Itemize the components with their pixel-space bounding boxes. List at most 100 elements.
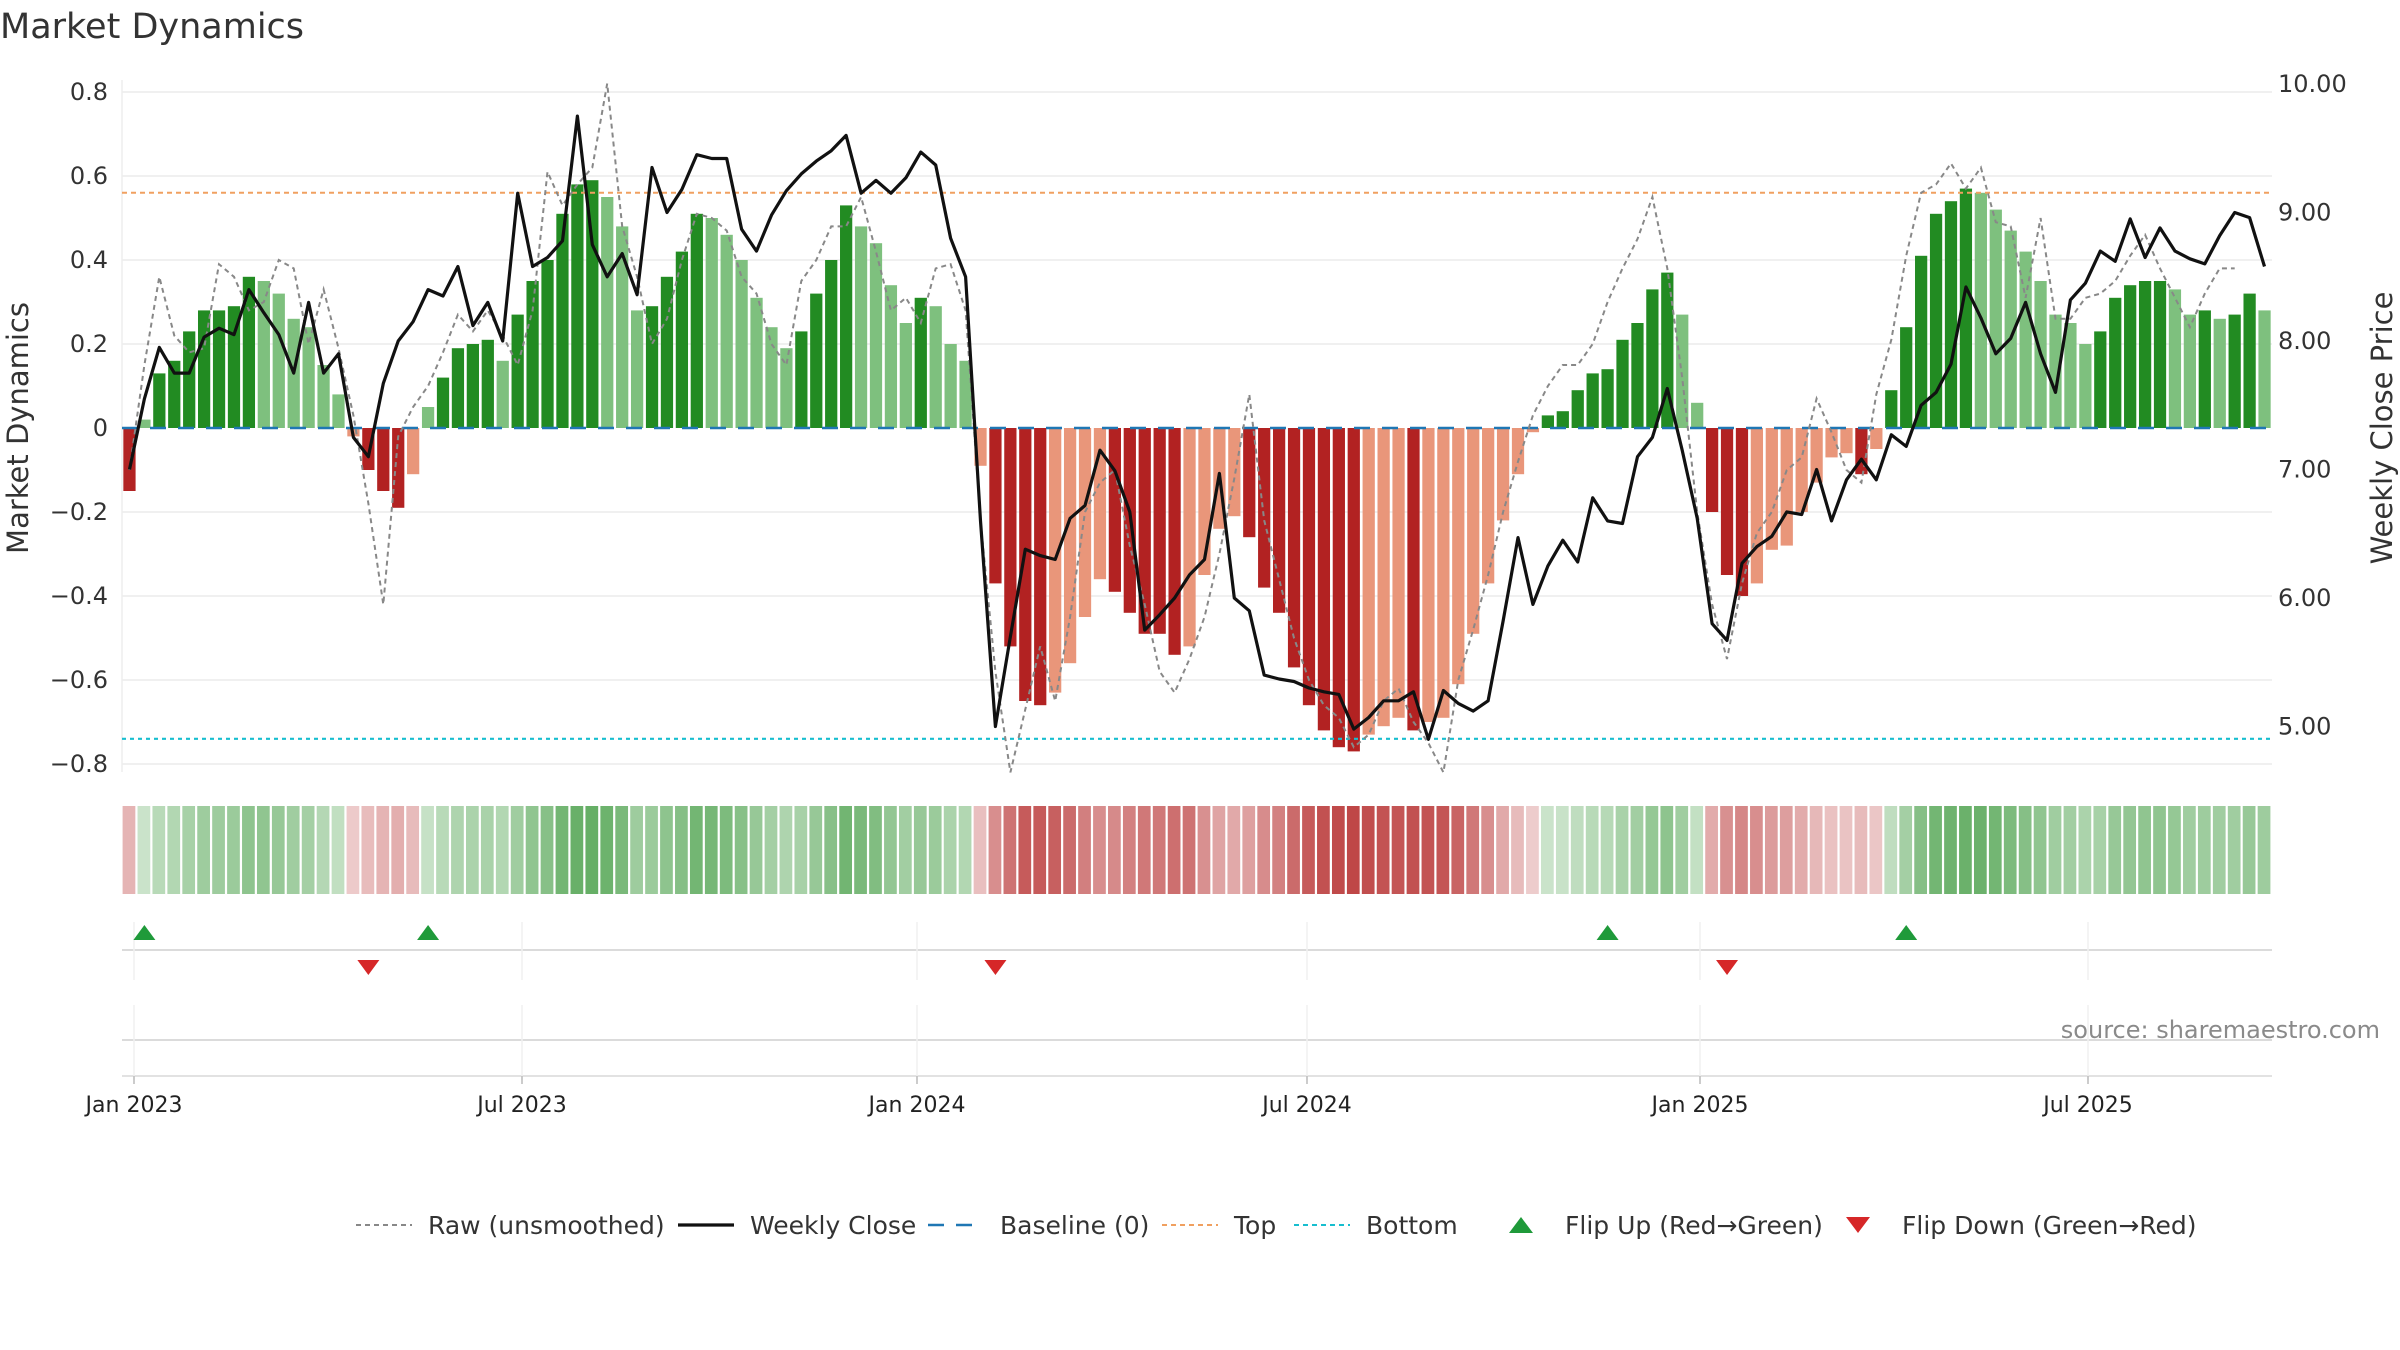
regime-cell <box>630 806 643 894</box>
regime-cell <box>1526 806 1539 894</box>
raw-series-line <box>128 83 2235 776</box>
dynamics-bar <box>1765 428 1778 550</box>
right-axis-ticks: 10.00 9.00 8.00 7.00 6.00 5.00 <box>2278 70 2347 741</box>
regime-cell <box>660 806 673 894</box>
dynamics-bar <box>2183 314 2197 428</box>
regime-cell <box>839 806 852 894</box>
legend-marker-flip-up <box>1509 1217 1533 1233</box>
weekly-close-line <box>127 114 2267 741</box>
flip-down-marker <box>984 960 1007 975</box>
bars-layer <box>123 180 2271 752</box>
legend-label: Weekly Close <box>750 1211 916 1240</box>
regime-cell <box>1048 806 1062 894</box>
dynamics-bar <box>705 218 718 428</box>
regime-cell <box>1869 806 1883 894</box>
dynamics-bar <box>1511 428 1525 475</box>
regime-cell <box>1108 806 1121 894</box>
regime-cell <box>555 806 569 894</box>
dynamics-bar <box>1258 428 1271 588</box>
regime-cell <box>1137 806 1151 894</box>
regime-cell <box>2048 806 2062 894</box>
dynamics-bar <box>2064 323 2077 428</box>
dynamics-bar <box>1168 428 1181 655</box>
dynamics-bar <box>601 197 614 428</box>
regime-cell <box>346 806 360 894</box>
regime-cell <box>1884 806 1898 894</box>
dynamics-bar <box>1407 428 1420 731</box>
dynamics-bar <box>2019 251 2032 428</box>
dynamics-bar <box>481 339 494 428</box>
empty-panel <box>122 1005 2272 1080</box>
regime-cell <box>585 806 599 894</box>
y-tick-label: −0.8 <box>50 750 108 778</box>
dynamics-bar <box>690 213 703 428</box>
regime-cell <box>1331 806 1345 894</box>
regime-cell <box>167 806 181 894</box>
x-axis-ticks: Jan 2023 Jul 2023 Jan 2024 Jul 2024 Jan 2025… <box>84 1076 2133 1118</box>
dynamics-bar <box>1019 428 1032 701</box>
dynamics-bar <box>1526 428 1540 433</box>
dynamics-bar <box>1616 339 1629 428</box>
dynamics-bar <box>645 306 659 428</box>
regime-cell <box>1690 806 1704 894</box>
dynamics-bar <box>377 428 390 491</box>
regime-cell <box>1122 806 1136 894</box>
dynamics-bar <box>541 260 554 428</box>
regime-cell <box>600 806 614 894</box>
dynamics-bar <box>2049 314 2062 428</box>
dynamics-bar <box>959 360 972 428</box>
dynamics-bar <box>1004 428 1017 647</box>
legend-label: Flip Down (Green→Red) <box>1902 1211 2197 1240</box>
dynamics-bar <box>989 428 1002 584</box>
regime-cell <box>376 806 390 894</box>
dynamics-bar <box>1243 428 1256 538</box>
dynamics-bar <box>1720 428 1734 575</box>
legend-label: Raw (unsmoothed) <box>428 1211 665 1240</box>
left-axis-ticks: 0.8 0.6 0.4 0.2 0 −0.2 −0.4 −0.6 −0.8 <box>50 78 108 778</box>
dynamics-bar <box>1631 323 1644 428</box>
regime-cell <box>361 806 375 894</box>
dynamics-bar <box>810 293 823 428</box>
dynamics-bar <box>1228 428 1241 517</box>
regime-cell <box>137 806 151 894</box>
regime-strip <box>122 806 2271 894</box>
dynamics-bar <box>168 360 181 428</box>
regime-cell <box>242 806 255 894</box>
regime-cell <box>1720 806 1733 894</box>
dynamics-bar <box>914 297 927 428</box>
regime-cell <box>466 806 479 894</box>
flip-up-marker <box>417 925 440 940</box>
dynamics-bar <box>1825 428 1838 458</box>
chart-title: Market Dynamics <box>0 7 304 47</box>
dynamics-bar <box>1870 428 1883 449</box>
regime-cell <box>1585 806 1599 894</box>
regime-cell <box>1750 806 1763 894</box>
dynamics-bar <box>1750 428 1764 584</box>
dynamics-bar <box>1586 373 1599 428</box>
regime-cell <box>1003 806 1017 894</box>
regime-cell <box>1929 806 1942 894</box>
regime-cell <box>1033 806 1047 894</box>
legend: Raw (unsmoothed) Weekly Close Baseline (0)… <box>356 1211 2197 1240</box>
dynamics-bar <box>466 344 479 428</box>
dynamics-bar <box>899 323 912 428</box>
regime-cell <box>1630 806 1644 894</box>
regime-cell <box>1809 806 1823 894</box>
regime-cell <box>480 806 494 894</box>
y2-tick-label: 8.00 <box>2278 327 2331 355</box>
dynamics-bar <box>2004 230 2017 428</box>
dynamics-bar <box>1646 289 1659 428</box>
dynamics-bar <box>1108 428 1122 592</box>
regime-cell <box>734 806 748 894</box>
dynamics-bar <box>436 377 450 428</box>
regime-cell <box>421 806 434 894</box>
regime-cell <box>1287 806 1300 894</box>
dynamics-bar <box>1302 428 1316 706</box>
dynamics-bar <box>765 327 778 428</box>
regime-cell <box>2108 806 2122 894</box>
dynamics-bar <box>2124 285 2137 428</box>
dynamics-bar <box>511 314 524 428</box>
dynamics-bar <box>944 344 957 428</box>
y2-tick-label: 9.00 <box>2278 199 2331 227</box>
regime-cell <box>1167 806 1181 894</box>
